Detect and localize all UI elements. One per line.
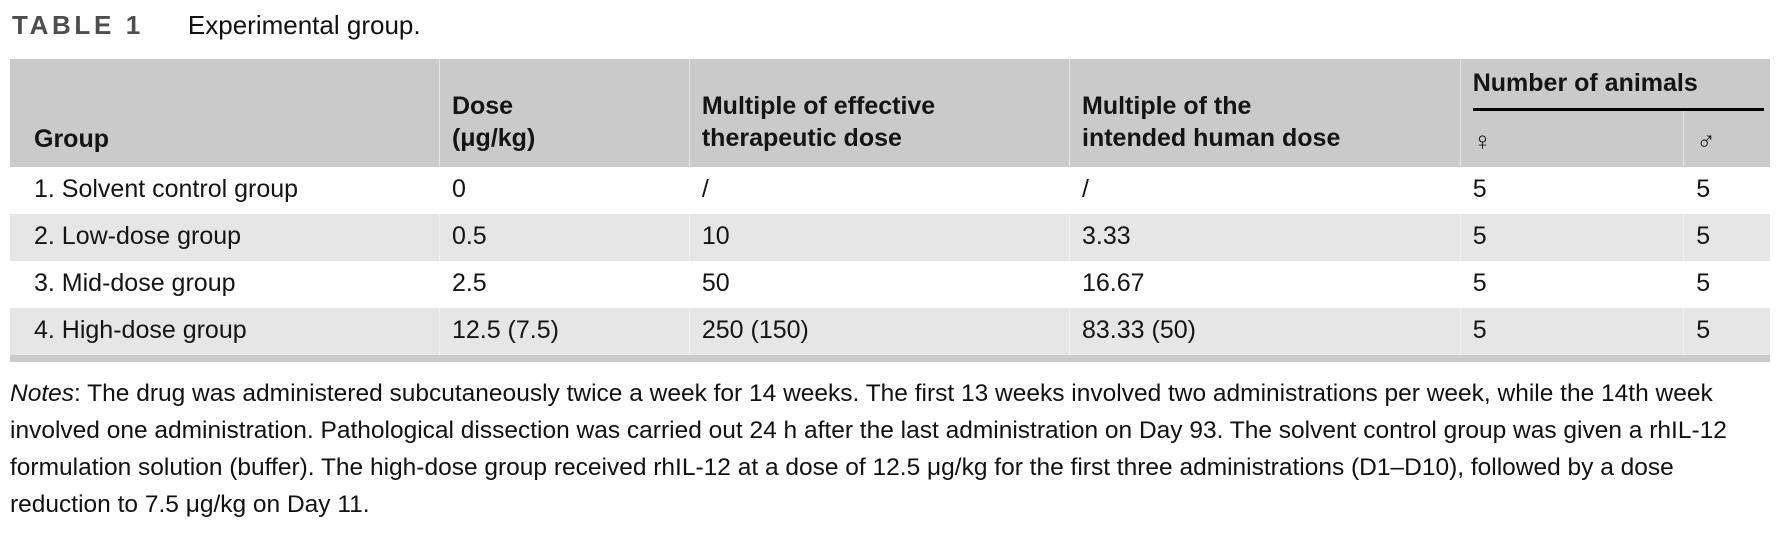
table-title: Experimental group. (187, 10, 421, 40)
column-header-dose: Dose (μg/kg) (439, 59, 690, 167)
column-header-multiple-human-dose: Multiple of the intended human dose (1069, 59, 1461, 167)
paper-table-figure: TABLE 1 Experimental group. Group Dose (… (10, 10, 1770, 523)
table-cell-dose: 0 (439, 167, 690, 214)
table-cell-mult_human: 83.33 (50) (1069, 308, 1461, 355)
table-bottom-rule (10, 355, 1770, 362)
table-row: 1. Solvent control group 0//5 5 (10, 167, 1770, 214)
table-cell-mult_human: / (1069, 167, 1461, 214)
notes-text: : The drug was administered subcutaneous… (10, 380, 1727, 518)
column-group-header-number-of-animals: Number of animals (1460, 59, 1770, 111)
table-header: Group Dose (μg/kg) Multiple of effective… (10, 59, 1770, 167)
table-header-row-sub: ♀ ♂ (10, 111, 1770, 167)
table-cell-mult_eff: / (689, 167, 1071, 214)
column-header-male-icon: ♂ (1683, 111, 1770, 167)
table-cell-male: 5 (1696, 175, 1711, 203)
notes-label: Notes (10, 380, 75, 407)
table-cell-mult_eff: 250 (150) (689, 308, 1071, 355)
table-cell-mult_human: 16.67 (1069, 261, 1461, 308)
table-cell-group: 1. Solvent control group (10, 167, 440, 214)
table-cell-female: 5 (1460, 167, 1685, 214)
table-cell-dose: 2.5 (439, 261, 690, 308)
table-row: 3. Mid-dose group 2.5 50 16.67 5 5 (10, 261, 1770, 308)
table-row: 4. High-dose group 12.5 (7.5) 250 (150) 83.… (10, 308, 1770, 355)
table-body: 1. Solvent control group 0//5 5 2. Low-dose… (10, 167, 1770, 355)
table-cell-male: 5 (1696, 222, 1711, 250)
experimental-group-table: Group Dose (μg/kg) Multiple of effective… (10, 59, 1770, 355)
table-cell-female: 5 (1460, 261, 1685, 308)
table-cell-female: 5 (1460, 214, 1685, 261)
table-cell-mult_eff: 10 (689, 214, 1071, 261)
column-header-female-icon: ♀ (1460, 111, 1685, 167)
table-cell-mult_human: 3.33 (1069, 214, 1461, 261)
table-cell-female: 5 (1460, 308, 1685, 355)
table-cell-dose: 12.5 (7.5) (439, 308, 690, 355)
table-cell-group: 4. High-dose group (10, 308, 440, 355)
table-cell-group: 2. Low-dose group (10, 214, 440, 261)
table-cell-mult_eff: 50 (689, 261, 1071, 308)
table-number-label: TABLE 1 (12, 10, 144, 40)
table-caption: TABLE 1 Experimental group. (12, 10, 1770, 41)
table-header-row-top: Group Dose (μg/kg) Multiple of effective… (10, 59, 1770, 167)
number-of-animals-label: Number of animals (1472, 69, 1698, 97)
table-notes: Notes: The drug was administered subcuta… (10, 375, 1770, 523)
table-cell-male: 5 (1696, 269, 1711, 297)
table-cell-group: 3. Mid-dose group (10, 261, 440, 308)
table-cell-dose: 0.5 (439, 214, 690, 261)
column-header-multiple-effective-dose: Multiple of effective therapeutic dose (689, 59, 1071, 167)
number-of-animals-underline: Number of animals (1472, 69, 1764, 111)
table-cell-male: 5 (1696, 316, 1711, 344)
column-header-group: Group (10, 59, 440, 167)
table-row: 2. Low-dose group 0.5 10 3.33 5 5 (10, 214, 1770, 261)
